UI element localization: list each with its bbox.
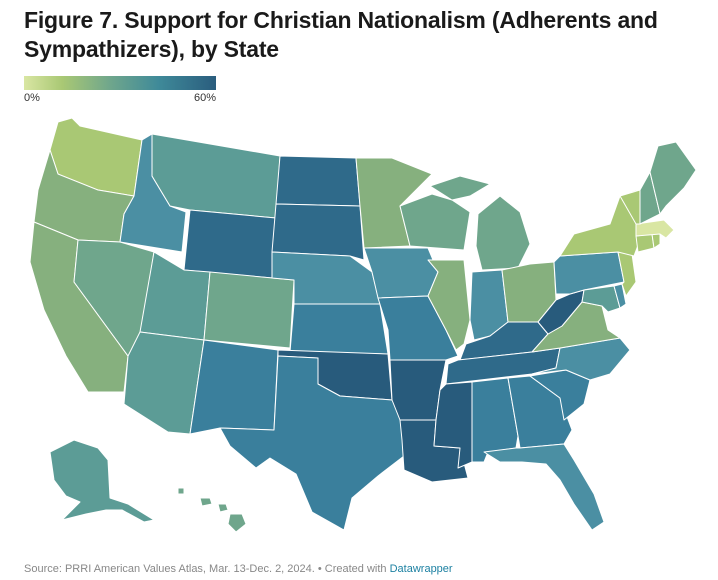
- legend-min-label: 0%: [24, 92, 40, 104]
- legend-gradient-bar: [24, 76, 216, 90]
- state-new-mexico[interactable]: [189, 339, 279, 435]
- state-montana[interactable]: [151, 133, 281, 219]
- us-state-map: [29, 117, 697, 533]
- datawrapper-link[interactable]: Datawrapper: [389, 563, 453, 575]
- state-delaware[interactable]: [613, 283, 627, 309]
- legend-max-label: 60%: [193, 92, 216, 104]
- source-note: Source: PRRI American Values Atlas, Mar.…: [24, 563, 453, 575]
- state-texas[interactable]: [219, 355, 405, 531]
- state-wyoming[interactable]: [183, 209, 277, 279]
- state-maine[interactable]: [649, 141, 697, 215]
- state-wisconsin[interactable]: [399, 193, 471, 251]
- figure-title: Figure 7. Support for Christian National…: [24, 7, 658, 62]
- state-illinois[interactable]: [427, 259, 471, 351]
- color-legend: 0% 60%: [24, 76, 216, 106]
- state-south-dakota[interactable]: [271, 203, 365, 261]
- state-florida[interactable]: [483, 443, 605, 531]
- state-new-york[interactable]: [559, 189, 641, 257]
- state-michigan[interactable]: [429, 175, 531, 271]
- state-kansas[interactable]: [289, 303, 389, 355]
- state-hawaii[interactable]: [177, 487, 247, 533]
- state-connecticut[interactable]: [635, 233, 655, 253]
- state-alaska[interactable]: [49, 439, 155, 523]
- state-massachusetts[interactable]: [635, 219, 675, 239]
- state-rhode-island[interactable]: [651, 233, 661, 249]
- source-text: Source: PRRI American Values Atlas, Mar.…: [24, 563, 390, 575]
- state-north-dakota[interactable]: [275, 155, 361, 207]
- state-colorado[interactable]: [203, 271, 295, 349]
